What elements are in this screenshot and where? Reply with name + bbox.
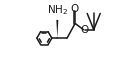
Text: NH$_2$: NH$_2$ — [47, 3, 68, 17]
Text: O: O — [80, 25, 88, 35]
Polygon shape — [56, 20, 58, 38]
Text: O: O — [71, 4, 79, 14]
